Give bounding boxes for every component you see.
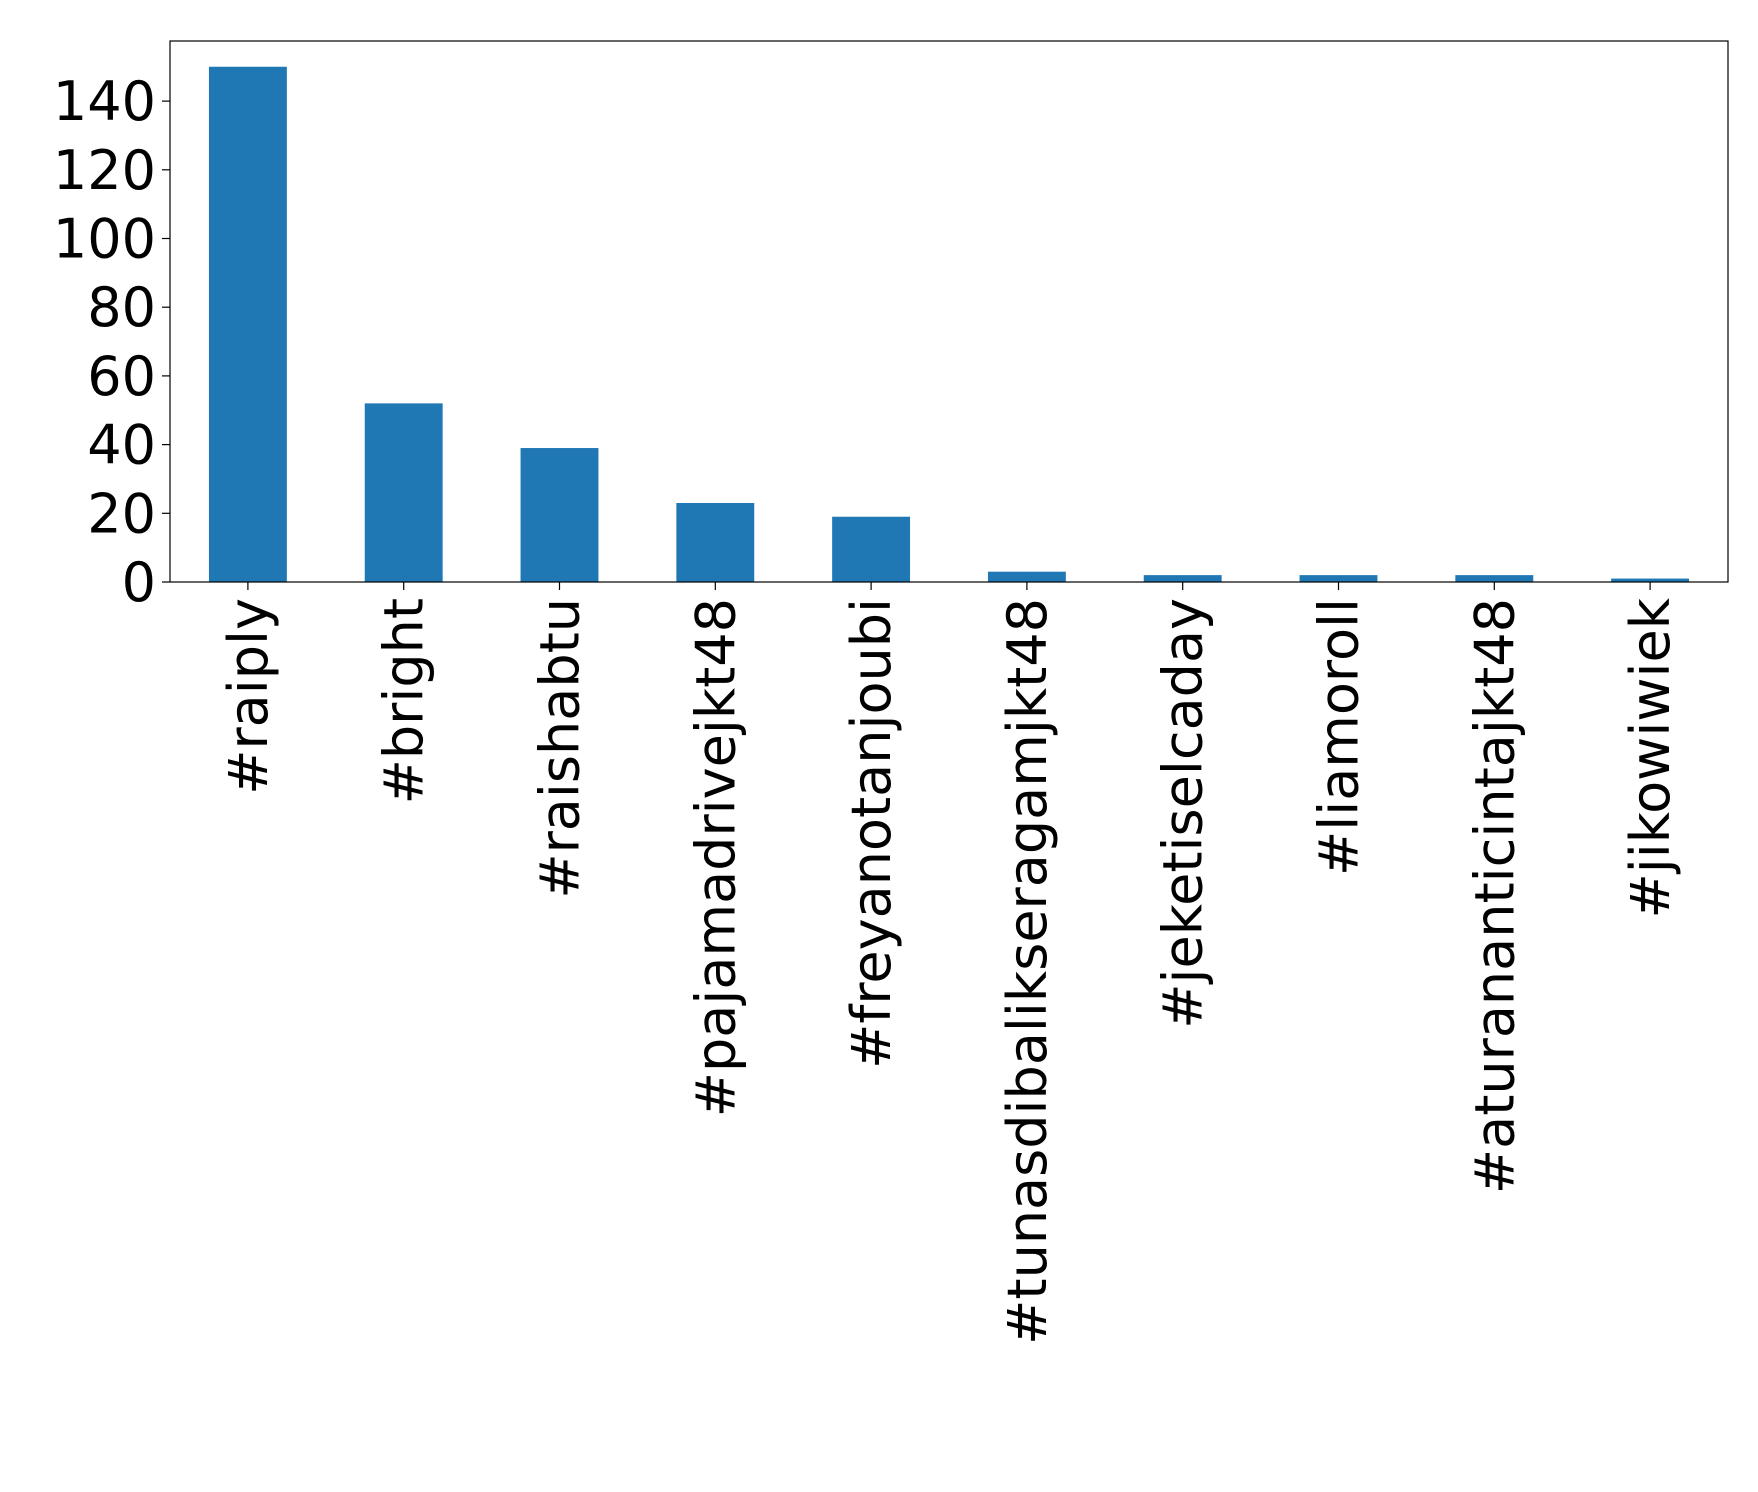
x-tick-label: #aturananticintajkt48 [1463,598,1526,1194]
y-tick-label: 80 [87,276,156,339]
bar [987,571,1066,582]
x-tick-label: #raishabtu [529,598,592,899]
y-tick-label: 0 [122,551,156,614]
bar [1143,575,1222,582]
bar [364,403,443,582]
bar [676,502,755,582]
bar [1299,575,1378,582]
y-tick-label: 40 [87,414,156,477]
bar [520,448,599,582]
bar [1611,578,1690,582]
x-tick-label: #tunasdibalikseragamjkt48 [996,598,1059,1345]
plot-frame [169,40,1729,583]
x-tick-label: #raiply [217,598,280,795]
x-tick-label: #freyanotanjoubi [840,598,903,1069]
y-tick-label: 20 [87,482,156,545]
x-tick-label: #jikowiwiek [1619,597,1682,918]
x-tick-label: #liamoroll [1308,598,1371,876]
y-tick-label: 100 [53,208,156,271]
y-tick-label: 120 [53,139,156,202]
y-tick-label: 140 [53,70,156,133]
y-tick-label: 60 [87,345,156,408]
x-tick-label: #jeketiselcaday [1152,598,1215,1029]
bar [1455,575,1534,582]
bar [208,66,287,582]
x-tick-label: #pajamadrivejkt48 [684,598,747,1117]
x-tick-label: #bright [373,598,436,804]
bar [832,516,911,582]
